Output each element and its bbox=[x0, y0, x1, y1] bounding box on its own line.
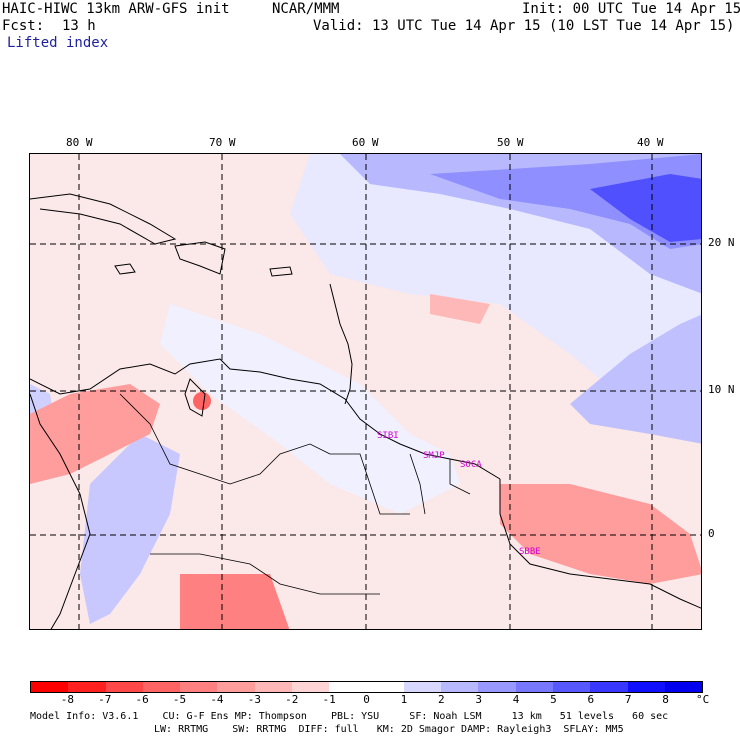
border-french-guiana bbox=[449, 459, 471, 495]
border-suriname bbox=[409, 453, 426, 515]
graticule bbox=[30, 154, 701, 629]
brazil-coast bbox=[499, 479, 701, 609]
lesser-antilles bbox=[329, 283, 353, 405]
lat-label-0: 0 bbox=[708, 527, 715, 540]
legend-swatch bbox=[478, 682, 516, 692]
legend-swatch bbox=[664, 682, 703, 692]
legend-colorbar bbox=[30, 681, 703, 693]
legend-swatch bbox=[254, 682, 292, 692]
legend-swatch bbox=[590, 682, 628, 692]
model-info-line1: Model Info: V3.6.1 CU: G-F Ens MP: Thomp… bbox=[30, 711, 669, 722]
hispaniola-coast bbox=[174, 241, 226, 275]
legend-swatch bbox=[142, 682, 181, 692]
coastlines bbox=[30, 193, 701, 629]
red-spot-maracaibo bbox=[193, 392, 211, 410]
lat-label-10n: 10 N bbox=[708, 383, 735, 396]
legend-tick-label: 4 bbox=[512, 693, 520, 706]
blue-zone-peak bbox=[590, 174, 701, 242]
border-guyana bbox=[330, 453, 410, 515]
cuba-coast bbox=[30, 193, 177, 245]
red-zone-south bbox=[180, 574, 290, 629]
legend-tick-label: 3 bbox=[475, 693, 482, 706]
jamaica-coast bbox=[114, 263, 136, 275]
border-brazil-south bbox=[150, 553, 380, 595]
lon-label-60w: 60 W bbox=[352, 136, 379, 149]
legend-tick-label: 1 bbox=[400, 693, 408, 706]
station-sibi: SIBI bbox=[377, 431, 399, 441]
legend-tick-label: -6 bbox=[135, 693, 149, 706]
legend-tick-label: -8 bbox=[60, 693, 74, 706]
legend-tick-label: -3 bbox=[247, 693, 261, 706]
legend-tick-label: -4 bbox=[210, 693, 224, 706]
red-zone-atlantic bbox=[430, 294, 490, 324]
legend-swatch bbox=[180, 682, 218, 692]
field-name: Lifted index bbox=[7, 35, 109, 51]
borders bbox=[119, 393, 471, 595]
legend-swatch bbox=[105, 682, 143, 692]
legend-tick-label: -1 bbox=[322, 693, 336, 706]
legend-swatch bbox=[68, 682, 106, 692]
legend-tick-label: -7 bbox=[98, 693, 112, 706]
lon-label-70w: 70 W bbox=[209, 136, 236, 149]
lon-label-80w: 80 W bbox=[66, 136, 93, 149]
puerto-rico-coast bbox=[269, 266, 293, 277]
legend-tick-label: 5 bbox=[550, 693, 557, 706]
border-venezuela bbox=[119, 393, 331, 485]
legend-unit: °C bbox=[696, 693, 710, 706]
blue-zone-core bbox=[430, 154, 701, 249]
lon-label-50w: 50 W bbox=[497, 136, 524, 149]
legend-swatch bbox=[31, 682, 69, 692]
legend-tick-label: -2 bbox=[285, 693, 299, 706]
legend-swatch bbox=[441, 682, 479, 692]
fcst-value: 13 h bbox=[62, 18, 96, 34]
legend-tick-label: 0 bbox=[363, 693, 370, 706]
fcst-label: Fcst: bbox=[2, 18, 45, 34]
legend-tick-label: 2 bbox=[437, 693, 445, 706]
legend-tick-label: -5 bbox=[172, 693, 187, 706]
legend-tick-label: 6 bbox=[587, 693, 595, 706]
legend-swatch bbox=[552, 682, 591, 692]
lon-label-40w: 40 W bbox=[637, 136, 664, 149]
south-america-north-coast bbox=[30, 358, 501, 480]
legend-swatch bbox=[627, 682, 665, 692]
legend-swatch bbox=[329, 682, 367, 692]
map-canvas bbox=[30, 154, 701, 629]
lifted-index-map bbox=[29, 153, 702, 630]
south-america-west-coast bbox=[30, 393, 91, 629]
legend-swatch bbox=[515, 682, 553, 692]
red-zone-brazil bbox=[500, 484, 701, 584]
valid-label: Valid: 13 UTC Tue 14 Apr 15 (10 LST Tue … bbox=[313, 18, 735, 34]
legend-swatch bbox=[291, 682, 330, 692]
station-sbbe: SBBE bbox=[519, 547, 541, 557]
lat-label-20n: 20 N bbox=[708, 236, 735, 249]
legend-swatch bbox=[366, 682, 404, 692]
legend-tick-label: 8 bbox=[662, 693, 669, 706]
station-smjp: SMJP bbox=[423, 451, 445, 461]
model-info-line2: LW: RRTMG SW: RRTMG DIFF: full KM: 2D Sm… bbox=[154, 724, 624, 735]
legend-swatch bbox=[217, 682, 255, 692]
init-label: Init: 00 UTC Tue 14 Apr 15 bbox=[522, 1, 740, 17]
model-title: HAIC-HIWC 13km ARW-GFS init bbox=[2, 1, 230, 17]
blue-zone-andes bbox=[80, 434, 180, 624]
legend-tick-label: 7 bbox=[624, 693, 632, 706]
blue-zone-east bbox=[570, 314, 701, 444]
light-blue-zone-central bbox=[160, 304, 460, 514]
org-label: NCAR/MMM bbox=[272, 1, 340, 17]
legend-swatch bbox=[403, 682, 442, 692]
station-soca: SOCA bbox=[460, 460, 482, 470]
